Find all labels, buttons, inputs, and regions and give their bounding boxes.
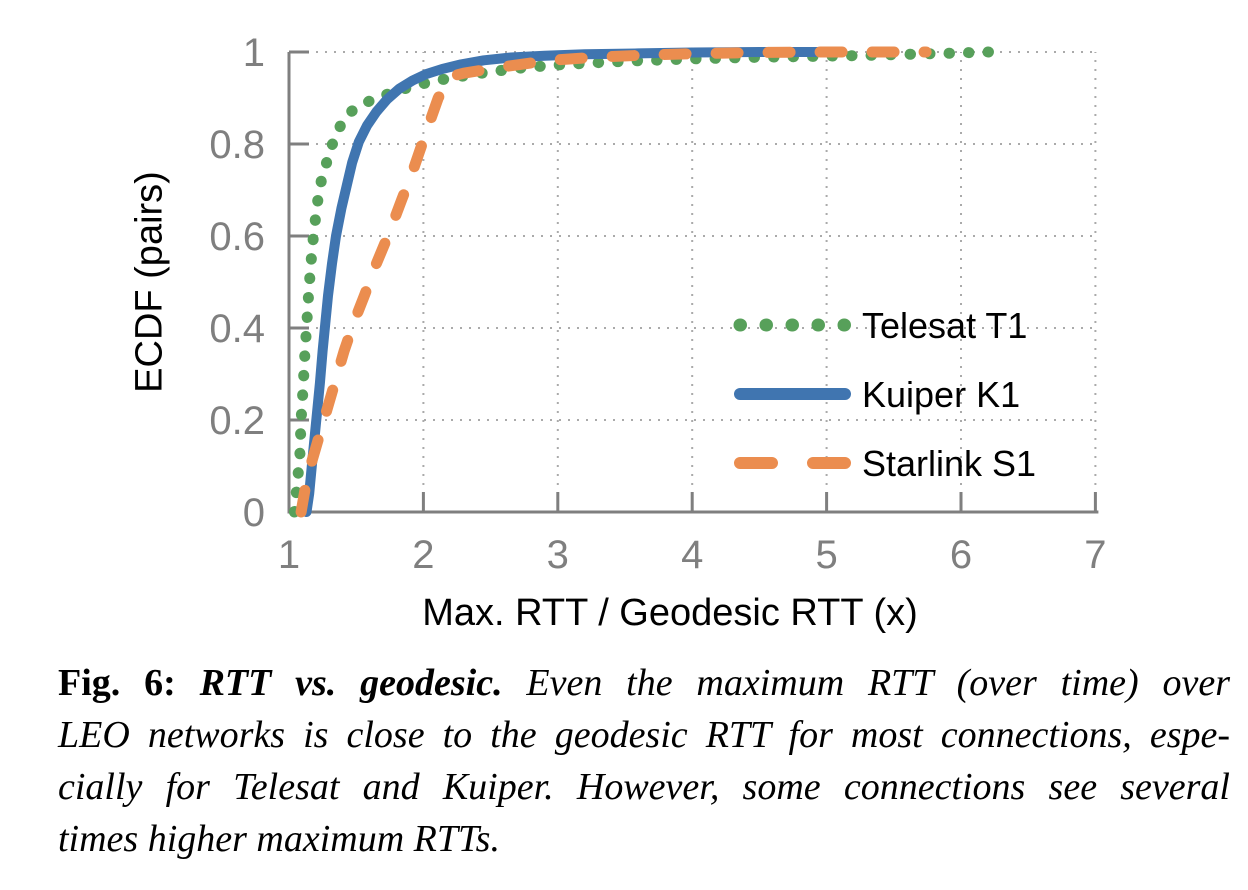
ecdf-chart: 1 2 3 4 5 6 7 0 0.2 0.4 0.6 0.8 1 Telesat T1 Kuiper K1…	[209, 31, 1106, 577]
legend-label-telesat-t1: Telesat T1	[862, 305, 1027, 346]
y-axis-label: ECDF (pairs)	[128, 171, 171, 393]
x-axis-label: Max. RTT / Geodesic RTT (x)	[422, 592, 918, 634]
legend-label-starlink-s1: Starlink S1	[862, 443, 1036, 484]
y-tick-label: 0.4	[209, 307, 265, 351]
caption-text: times higher maximum RTTs.	[58, 818, 500, 860]
caption-line: LEO networks is close to the geodesic RT…	[58, 709, 1230, 761]
legend-label-kuiper-k1: Kuiper K1	[862, 374, 1020, 415]
kuiper-k1-curve	[301, 47, 843, 517]
caption-figure-label: Fig. 6:	[58, 662, 200, 704]
x-tick-label: 1	[278, 533, 300, 577]
starlink-s1-curve	[295, 46, 932, 518]
caption-text: Even the maximum RTT (over time) over	[502, 662, 1230, 704]
x-tick-label: 7	[1084, 533, 1106, 577]
y-tick-label: 0.8	[209, 123, 265, 167]
caption-text: LEO networks is close to the geodesic RT…	[58, 714, 1230, 756]
x-tick-label: 4	[681, 533, 703, 577]
figure-caption: Fig. 6: RTT vs. geodesic. Even the maxim…	[58, 657, 1230, 865]
telesat-t1-curve	[288, 46, 995, 518]
caption-line: Fig. 6: RTT vs. geodesic. Even the maxim…	[58, 657, 1230, 709]
y-tick-label: 0.6	[209, 215, 265, 259]
y-tick-label: 0	[243, 491, 265, 535]
caption-figure-title: RTT vs. geodesic.	[199, 662, 503, 704]
x-tick-label: 2	[412, 533, 434, 577]
caption-line: cially for Telesat and Kuiper. However, …	[58, 761, 1230, 813]
x-tick-label: 6	[950, 533, 972, 577]
x-tick-label: 5	[815, 533, 837, 577]
x-tick-label: 3	[547, 533, 569, 577]
caption-text: cially for Telesat and Kuiper. However, …	[58, 766, 1230, 808]
caption-line: times higher maximum RTTs.	[58, 813, 1230, 865]
y-tick-label: 1	[243, 31, 265, 75]
y-tick-label: 0.2	[209, 399, 265, 443]
